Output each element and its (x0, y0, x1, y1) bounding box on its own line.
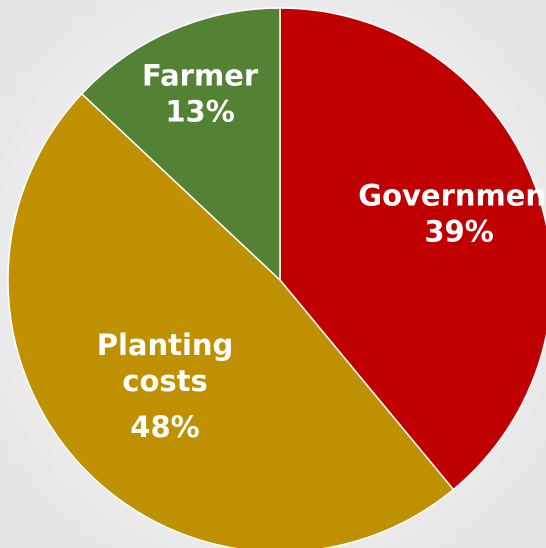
pie-slice-planting-costs (7, 92, 455, 548)
pie-slice-government (279, 7, 546, 491)
pie-category-label-government: Government (358, 179, 546, 213)
pie-value-label-planting-costs: 48% (130, 410, 199, 444)
pie-category-label-planting-costs: costs (122, 364, 208, 398)
pie-value-label-farmer: 13% (165, 94, 234, 128)
pie-slice-farmer (80, 7, 281, 282)
pie-slices (7, 7, 546, 548)
pie-category-label-planting-costs: Planting (97, 328, 234, 362)
pie-value-label-government: 39% (424, 215, 493, 249)
pie-category-label-farmer: Farmer (142, 58, 259, 92)
